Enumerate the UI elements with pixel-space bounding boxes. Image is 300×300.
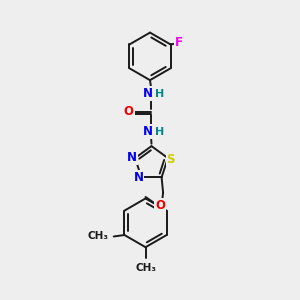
Text: N: N	[127, 151, 137, 164]
Text: F: F	[175, 37, 183, 50]
Text: O: O	[155, 199, 165, 212]
Text: CH₃: CH₃	[88, 232, 109, 242]
Text: CH₃: CH₃	[135, 263, 156, 273]
Text: O: O	[124, 106, 134, 118]
Text: H: H	[155, 127, 164, 136]
Text: H: H	[155, 88, 164, 98]
Text: N: N	[143, 125, 153, 138]
Text: N: N	[134, 171, 143, 184]
Text: S: S	[167, 153, 175, 166]
Text: N: N	[143, 87, 153, 100]
